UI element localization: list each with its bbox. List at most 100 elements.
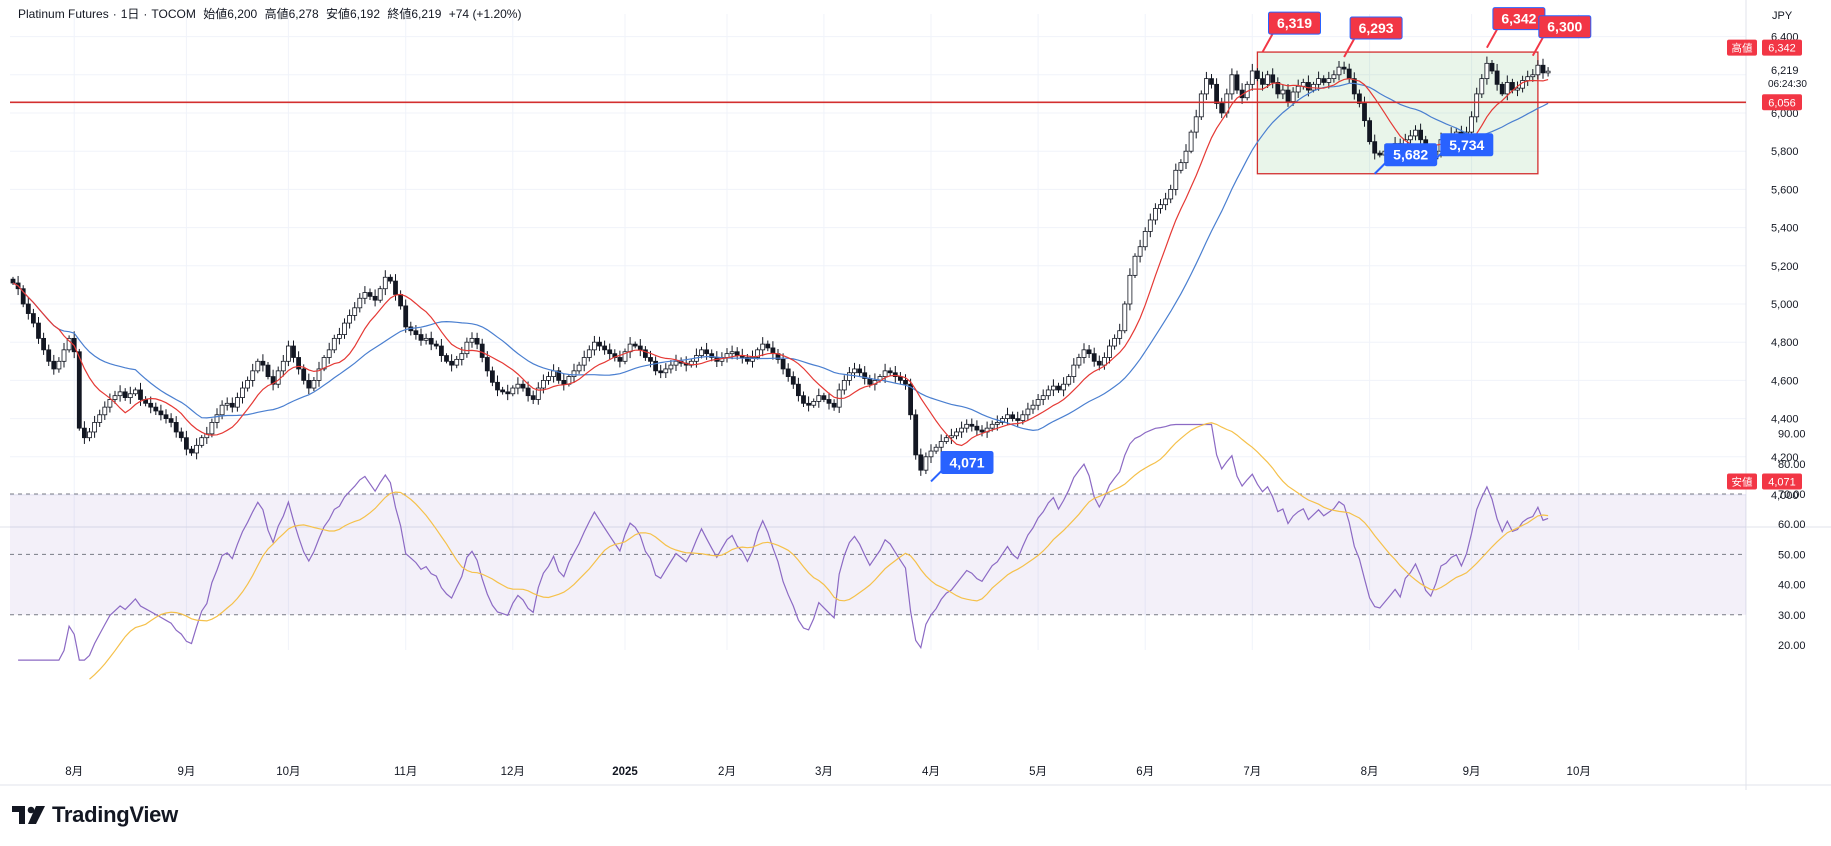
candle-body [852,368,857,374]
time-axis[interactable]: 8月 9月 10月 11月 12月 2025 2月 3月 4月 5月 6月 7月 8月 9月 10月 [65,766,1591,778]
candle [326,342,332,364]
candle [1010,411,1015,422]
candle-body [586,349,592,358]
price-tag-label-bg [1727,473,1757,490]
candle-body [153,406,159,412]
candle [581,350,587,372]
candle [209,418,215,438]
candle-body [632,343,638,347]
candle [1127,268,1133,311]
candle-body [954,431,959,437]
candle-body [1469,116,1474,133]
candle-body [1316,78,1321,85]
candle [224,397,230,411]
candle-body [46,349,52,362]
candle [1066,374,1072,387]
candle-body [1112,337,1117,347]
candle [82,421,87,444]
candle [158,404,164,421]
candle-body [556,370,562,381]
time-tick-label: 8月 [1361,766,1379,778]
candle [530,390,536,405]
candle-body [1056,385,1061,391]
candle-body [581,357,587,366]
candle-body [857,368,862,374]
price-axis[interactable]: 6,4006,2006,0005,8005,6005,4005,2005,000… [1727,32,1817,502]
candle-body [1336,66,1342,76]
candle [1000,415,1005,425]
candle-body [92,422,97,433]
candle-body [1183,150,1189,164]
close-value: 6,219 [411,7,442,21]
candle-body [913,414,919,456]
callout-text: 4,071 [949,454,984,470]
candle [265,361,271,380]
candle [377,285,383,303]
candle-body [449,360,455,366]
candle-body [1040,395,1046,400]
candle [127,386,133,404]
ma-short-line [12,77,1549,447]
candle [1255,68,1260,82]
candle-body [234,397,240,408]
candle [1056,382,1061,393]
candle-body [255,360,261,372]
chart-header: Platinum Futures · 1日 · TOCOM 始値6,200 高値6,27… [18,7,522,21]
candle-body [1413,129,1418,137]
candle-body [923,456,929,471]
candle-body [1270,74,1276,83]
candle [928,444,934,463]
candle-body [882,370,888,377]
candle-body [240,387,245,398]
candle-body [1229,74,1235,95]
candle-body [1290,91,1296,102]
candle [398,290,404,310]
candle [1132,253,1138,279]
candle [280,354,286,377]
candle-body [163,414,169,419]
candle-body [82,427,87,439]
candle [1418,123,1423,146]
candle-body [530,395,536,400]
tradingview-logo[interactable]: TradingView [12,802,178,828]
candle-body [418,334,424,341]
symbol-name[interactable]: Platinum Futures [18,7,109,21]
candle [699,346,704,359]
candle [1045,385,1051,400]
rsi-tick-label: 30.00 [1778,610,1806,622]
candle-body [867,378,873,385]
currency-label[interactable]: JPY [1772,10,1793,22]
candle-body [1147,219,1153,232]
candle-body [148,402,154,408]
candle [331,334,337,354]
ma-long-line [12,82,1549,432]
candle [204,426,210,444]
candle [1484,56,1490,85]
candle-body [331,337,337,351]
rsi-tick-label: 40.00 [1778,580,1806,592]
candle-body [1163,198,1168,206]
candle-body [1321,78,1327,83]
candle-body [551,370,556,377]
tradingview-logo-icon [12,806,45,824]
candle-body [1489,62,1495,72]
candle-body [515,383,521,389]
price-callout: 5,734 [1430,133,1494,165]
candle [1025,402,1031,421]
candle [938,434,944,454]
candle-body [653,360,658,372]
interval[interactable]: 1日 [120,7,140,21]
candle-body [347,315,353,324]
candle-body [887,370,893,374]
candle [816,388,822,408]
high-value: 6,278 [288,7,319,21]
candle-body [1255,70,1260,80]
candle-body [20,288,26,305]
candle-body [1249,70,1255,85]
candle [913,409,919,460]
candle [1341,61,1347,75]
candle-body [1504,82,1510,95]
change-value: +74 (+1.20%) [448,7,522,21]
candle-body [444,355,449,362]
